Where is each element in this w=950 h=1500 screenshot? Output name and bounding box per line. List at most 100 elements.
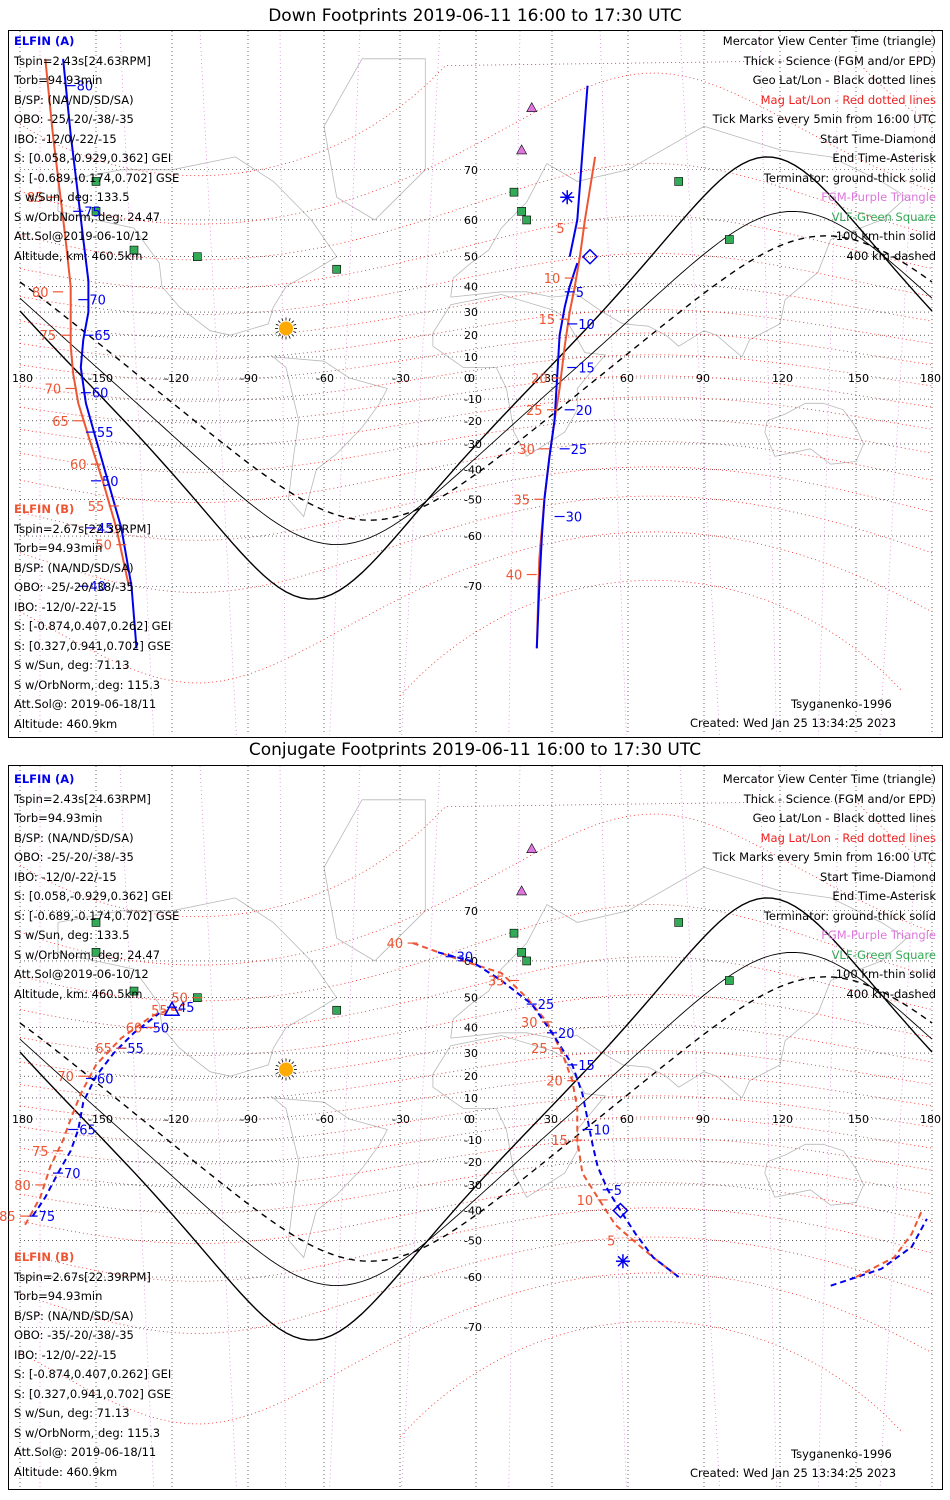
elfin-a-track-conjugate bbox=[830, 1218, 928, 1287]
sun-ray bbox=[293, 323, 297, 326]
vlf-station-square bbox=[725, 235, 734, 244]
elfin-a-tick-label: 15 bbox=[578, 362, 595, 377]
sun-icon bbox=[279, 321, 293, 336]
elfin-a-tick-label: 80 bbox=[77, 80, 94, 95]
elfin-b-tick-label: 10 bbox=[577, 1194, 594, 1209]
elfin-b-tick-label: 80 bbox=[32, 286, 49, 301]
elfin-b-tick-label: 65 bbox=[95, 1042, 112, 1057]
coastline bbox=[432, 1035, 606, 1198]
mag-meridian bbox=[401, 765, 441, 1488]
elfin-a-tick-label: 20 bbox=[576, 404, 593, 419]
sun-ray bbox=[281, 318, 284, 322]
sun-ray bbox=[288, 1076, 291, 1080]
mag-parallel bbox=[19, 396, 933, 447]
elfin-b-header: ELFIN (B) bbox=[14, 1250, 75, 1264]
coastline bbox=[432, 294, 606, 457]
longitude-tick-label: 60 bbox=[620, 1113, 634, 1126]
terminator-line bbox=[19, 976, 933, 1262]
info-line: Altitude, km: 460.5km bbox=[14, 986, 143, 1001]
latitude-tick-label: 40 bbox=[464, 1021, 478, 1034]
vlf-station-square bbox=[674, 177, 683, 186]
elfin-b-tick-label: 10 bbox=[544, 272, 561, 287]
terminator-line bbox=[19, 951, 933, 1287]
elfin-b-tick-label: 25 bbox=[526, 404, 543, 419]
legend-line: Start Time-Diamond bbox=[820, 131, 936, 146]
longitude-tick-label: 90 bbox=[696, 1113, 710, 1126]
sun-ray bbox=[293, 331, 297, 334]
vlf-station-square bbox=[193, 252, 202, 262]
elfin-b-tick-label: 15 bbox=[539, 313, 556, 328]
elfin-b-tick-label: 20 bbox=[546, 1075, 563, 1090]
elfin-b-track-down bbox=[44, 58, 130, 587]
legend-line: End Time-Asterisk bbox=[832, 151, 936, 165]
view-center-triangle bbox=[163, 1000, 181, 1016]
sun-ray bbox=[288, 1059, 291, 1063]
info-line: S w/OrbNorm, deg: 115.3 bbox=[14, 677, 161, 692]
mag-parallel bbox=[19, 1116, 933, 1165]
elfin-a-tick-label: 65 bbox=[79, 1123, 96, 1138]
mag-meridian bbox=[329, 30, 361, 736]
mag-parallel bbox=[19, 1050, 933, 1101]
mag-meridian bbox=[817, 765, 841, 1488]
sun-ray bbox=[293, 1064, 297, 1067]
legend-line: Mag Lat/Lon - Red dotted lines bbox=[760, 92, 936, 107]
latitude-tick-label: 70 bbox=[464, 905, 478, 918]
elfin-a-tick-label: 50 bbox=[153, 1021, 170, 1036]
info-line: S: [-0.689,-0.174,0.702] GSE bbox=[14, 908, 180, 923]
mag-meridian bbox=[679, 30, 720, 736]
mag-meridian bbox=[329, 765, 361, 1488]
elfin-b-tick-label: 25 bbox=[531, 1042, 548, 1057]
sun-ray bbox=[291, 333, 295, 337]
terminator-line bbox=[19, 897, 933, 1341]
longitude-tick-label: 0 bbox=[468, 372, 475, 385]
info-line: Att.Sol@2019-06-10/12 bbox=[14, 229, 149, 243]
info-line: Att.Sol@: 2019-06-18/11 bbox=[14, 697, 157, 711]
longitude-tick-label: -30 bbox=[392, 1113, 410, 1126]
info-line: IBO: -12/0/-22/-15 bbox=[14, 599, 117, 614]
info-line: S: [0.327,0.941,0.702] GSE bbox=[14, 638, 172, 653]
legend-line: Start Time-Diamond bbox=[820, 869, 936, 884]
elfin-b-track-conjugate bbox=[412, 942, 680, 1278]
info-line: Tspin=2.43s[24.63RPM] bbox=[14, 53, 151, 68]
coastline bbox=[323, 58, 426, 221]
elfin-a-track-conjugate bbox=[31, 1012, 160, 1217]
mag-meridian bbox=[759, 765, 777, 1488]
mag-meridian bbox=[879, 765, 921, 1488]
info-line: OBO: -25/-20/-38/-35 bbox=[14, 850, 134, 864]
coastline bbox=[450, 125, 908, 358]
info-line: S w/OrbNorm, deg: 115.3 bbox=[14, 1425, 161, 1440]
elfin-b-track-conjugate bbox=[24, 1003, 186, 1226]
mag-parallel bbox=[399, 1320, 902, 1438]
latitude-tick-label: 30 bbox=[464, 306, 478, 319]
start-diamond-marker bbox=[581, 248, 599, 265]
info-line: IBO: -12/0/-22/-15 bbox=[14, 869, 117, 884]
info-line: Torb=94.93min bbox=[14, 541, 103, 555]
elfin-a-tick-label: 5 bbox=[614, 1184, 622, 1199]
info-line: S w/Sun, deg: 71.13 bbox=[14, 1406, 130, 1420]
info-line: S: [0.058,-0.929,0.362] GEI bbox=[14, 889, 172, 903]
legend-line: Thick - Science (FGM and/or EPD) bbox=[743, 53, 936, 68]
elfin-a-tick-label: 75 bbox=[84, 205, 101, 220]
mag-meridian bbox=[599, 30, 627, 736]
mag-parallel bbox=[399, 579, 902, 697]
fgm-station-triangle bbox=[526, 843, 538, 853]
longitude-tick-label: 120 bbox=[772, 372, 793, 385]
mag-parallel bbox=[19, 309, 933, 360]
legend-line: Geo Lat/Lon - Black dotted lines bbox=[752, 73, 936, 87]
elfin-b-tick-label: 55 bbox=[151, 1004, 168, 1019]
sun-ray bbox=[277, 333, 281, 337]
sun-ray bbox=[277, 1061, 281, 1065]
longitude-tick-label: -60 bbox=[316, 1113, 334, 1126]
model-name-down: Tsyganenko-1996 bbox=[791, 697, 892, 711]
elfin-b-tick-label: 85 bbox=[27, 191, 44, 206]
latitude-tick-label: -30 bbox=[464, 1179, 482, 1192]
elfin-a-track-down bbox=[535, 262, 579, 649]
legend-line: End Time-Asterisk bbox=[832, 889, 936, 903]
mag-meridian bbox=[119, 765, 155, 1488]
latitude-tick-label: -20 bbox=[464, 415, 482, 428]
sun-ray bbox=[275, 331, 279, 334]
legend-line: Geo Lat/Lon - Black dotted lines bbox=[752, 811, 936, 825]
elfin-b-tick-label: 70 bbox=[45, 382, 62, 397]
elfin-b-tick-label: 15 bbox=[551, 1134, 568, 1149]
